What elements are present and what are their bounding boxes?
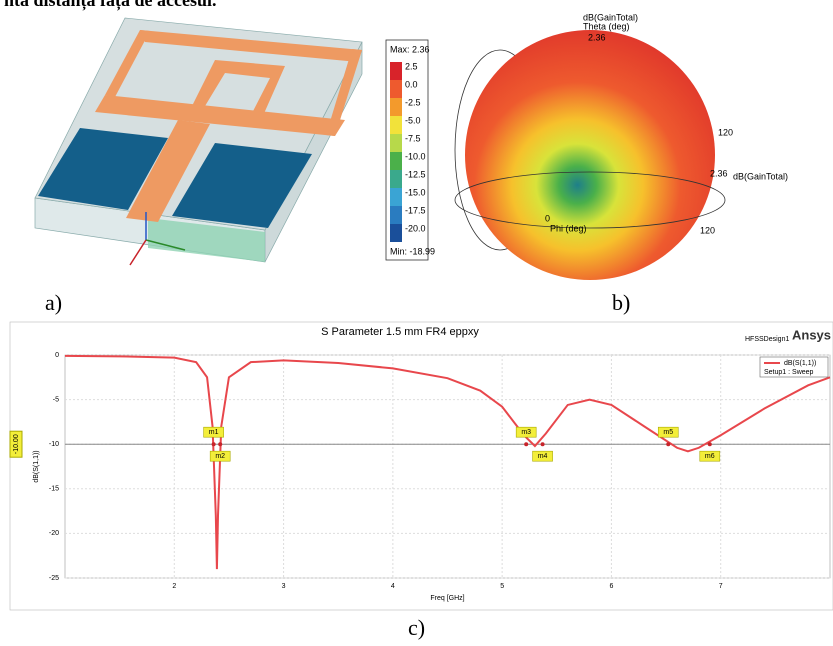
- colorbar-swatch: [390, 224, 402, 242]
- colorbar-max: Max: 2.36: [390, 44, 430, 54]
- colorbar-swatch: [390, 134, 402, 152]
- y-tick-label: -15: [49, 486, 59, 493]
- colorbar-level: -7.5: [405, 133, 421, 143]
- marker-label: m5: [663, 429, 673, 436]
- y-tick-label: -5: [53, 396, 59, 403]
- marker-point: [666, 442, 670, 446]
- marker-label: m6: [705, 453, 715, 460]
- marker-label: m3: [521, 429, 531, 436]
- x-axis-label: Freq [GHz]: [430, 595, 464, 602]
- colorbar-swatch: [390, 152, 402, 170]
- colorbar-level: -17.5: [405, 205, 426, 215]
- colorbar-swatch: [390, 206, 402, 224]
- antenna-model: [35, 18, 362, 265]
- marker-label: m1: [209, 429, 219, 436]
- colorbar-level: -12.5: [405, 169, 426, 179]
- marker-point: [708, 442, 712, 446]
- page: ntă distanța față de accesul. Max: 2.36 …: [0, 0, 833, 646]
- x-tick-label: 2: [172, 583, 176, 590]
- x-tick-label: 3: [282, 583, 286, 590]
- marker-point: [212, 442, 216, 446]
- colorbar-swatch: [390, 116, 402, 134]
- marker-point: [541, 442, 545, 446]
- max-label: 2.36: [588, 32, 606, 42]
- y-tick-label: -10: [49, 441, 59, 448]
- colorbar-min: Min: -18.99: [390, 246, 435, 256]
- x-tick-label: 6: [609, 583, 613, 590]
- y-tick-label: -20: [49, 530, 59, 537]
- panel-label: b): [612, 290, 630, 315]
- y-tick-label: -25: [49, 575, 59, 582]
- header-fragment: ntă distanța față de accesul.: [4, 0, 217, 11]
- y-tick-label: 0: [55, 352, 59, 359]
- colorbar-level: -10.0: [405, 151, 426, 161]
- marker-label: m4: [538, 453, 548, 460]
- x-tick-label: 5: [500, 583, 504, 590]
- gain-sphere: [465, 30, 715, 280]
- chart-title: S Parameter 1.5 mm FR4 eppxy: [321, 326, 479, 338]
- colorbar-level: 0.0: [405, 79, 418, 89]
- colorbar-level: -2.5: [405, 97, 421, 107]
- marker-label: m2: [215, 453, 225, 460]
- colorbar-level: -15.0: [405, 187, 426, 197]
- marker-point: [218, 442, 222, 446]
- colorbar-swatch: [390, 80, 402, 98]
- marker-point: [524, 442, 528, 446]
- axis-label: Theta (deg): [583, 21, 630, 31]
- y-axis-label: dB(S(1,1)): [33, 450, 40, 482]
- colorbar-swatch: [390, 170, 402, 188]
- phi-zero: 0: [545, 213, 550, 223]
- colorbar-level: 2.5: [405, 61, 418, 71]
- colorbar-swatch: [390, 62, 402, 80]
- max-label: 2.36: [710, 168, 728, 178]
- figure: ntă distanța față de accesul. Max: 2.36 …: [0, 0, 833, 641]
- x-tick-label: 7: [719, 583, 723, 590]
- ring-label: 120: [718, 127, 733, 137]
- ring-label: 120: [700, 225, 715, 235]
- x-tick-label: 4: [391, 583, 395, 590]
- colorbar-level: -20.0: [405, 223, 426, 233]
- reference-label: -10.00: [13, 434, 20, 454]
- colorbar-level: -5.0: [405, 115, 421, 125]
- plot-window: [10, 322, 833, 610]
- legend-setup: Setup1 : Sweep: [764, 369, 814, 376]
- colorbar-swatch: [390, 98, 402, 116]
- colorbar-swatch: [390, 188, 402, 206]
- quantity-label: dB(GainTotal): [733, 171, 788, 181]
- panel-label: a): [45, 290, 62, 315]
- design-name: HFSSDesign1: [745, 336, 789, 343]
- legend-label: dB(S(1,1)): [784, 360, 816, 367]
- brand: Ansys: [792, 327, 831, 342]
- axis-label: Phi (deg): [550, 223, 587, 233]
- panel-label: c): [408, 615, 425, 640]
